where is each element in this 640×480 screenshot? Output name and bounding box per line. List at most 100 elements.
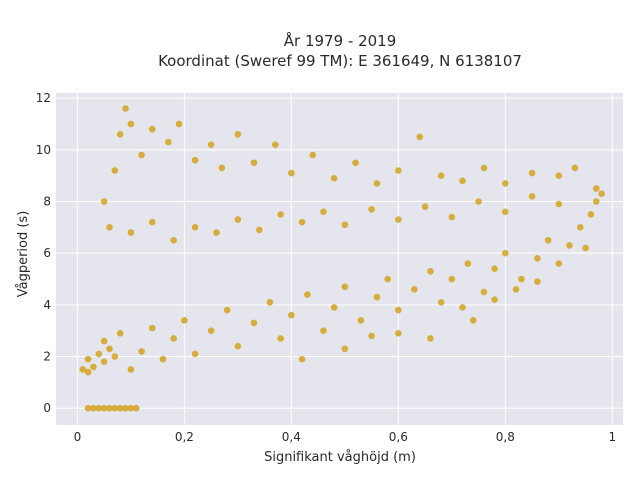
- data-point: [127, 366, 135, 373]
- data-point: [250, 159, 258, 167]
- data-point: [250, 319, 258, 327]
- data-point: [571, 164, 579, 172]
- y-tick-label: 4: [43, 298, 51, 312]
- data-point: [266, 298, 274, 306]
- data-point: [84, 355, 92, 363]
- data-point: [555, 200, 563, 208]
- data-point: [459, 304, 466, 311]
- data-point: [330, 174, 338, 182]
- data-point: [384, 275, 391, 283]
- data-point: [127, 229, 135, 236]
- data-point: [534, 255, 541, 262]
- data-point: [320, 208, 327, 216]
- data-point: [90, 404, 97, 412]
- data-point: [341, 283, 349, 291]
- data-point: [502, 180, 509, 187]
- data-point: [213, 229, 220, 236]
- data-point: [528, 169, 536, 177]
- y-tick-label: 8: [43, 195, 51, 209]
- data-point: [191, 156, 199, 164]
- data-point: [491, 265, 498, 272]
- data-point: [207, 327, 215, 334]
- y-tick-label: 6: [43, 246, 51, 260]
- y-tick-label: 2: [43, 350, 51, 364]
- data-point: [480, 164, 488, 172]
- plot-area: [56, 93, 623, 425]
- data-point: [175, 120, 183, 128]
- data-point: [341, 221, 349, 229]
- data-point: [373, 180, 381, 187]
- data-point: [148, 218, 156, 226]
- x-axis-ticks: 0 0,2 0,4 0,6 0,8 1: [74, 430, 617, 444]
- data-point: [127, 404, 135, 412]
- data-point: [100, 337, 108, 345]
- x-tick-label: 0,4: [282, 430, 301, 444]
- data-point: [234, 342, 242, 350]
- data-point: [448, 275, 456, 283]
- chart-title-line1: År 1979 - 2019: [284, 31, 397, 50]
- data-point: [598, 190, 605, 198]
- y-axis-label: Vågperiod (s): [16, 211, 31, 298]
- data-point: [411, 286, 418, 293]
- data-point: [132, 404, 140, 412]
- data-point: [111, 404, 119, 412]
- data-point: [469, 317, 477, 324]
- data-point: [106, 404, 113, 412]
- data-point: [512, 286, 520, 293]
- data-point: [234, 216, 242, 223]
- data-point: [90, 363, 97, 371]
- data-point: [165, 138, 172, 146]
- data-point: [277, 211, 284, 218]
- data-points: [79, 105, 605, 412]
- data-point: [148, 324, 156, 332]
- chart-title-line2: Koordinat (Sweref 99 TM): E 361649, N 61…: [158, 52, 522, 70]
- data-point: [218, 164, 226, 172]
- data-point: [320, 327, 327, 334]
- data-point: [416, 133, 424, 141]
- grid-lines: [56, 93, 623, 425]
- data-point: [111, 167, 119, 174]
- data-point: [330, 304, 338, 311]
- data-point: [255, 226, 263, 234]
- data-point: [534, 278, 541, 285]
- data-point: [518, 275, 525, 283]
- data-point: [122, 404, 129, 412]
- data-point: [592, 198, 600, 205]
- data-point: [191, 224, 199, 231]
- data-point: [298, 218, 306, 226]
- data-point: [309, 151, 317, 159]
- data-point: [277, 335, 284, 342]
- data-point: [122, 105, 129, 112]
- data-point: [234, 131, 242, 138]
- x-tick-label: 0,2: [175, 430, 194, 444]
- data-point: [587, 211, 595, 218]
- data-point: [459, 177, 466, 185]
- data-point: [191, 350, 199, 358]
- data-point: [116, 131, 124, 138]
- data-point: [79, 366, 87, 373]
- data-point: [138, 151, 145, 159]
- data-point: [368, 205, 375, 213]
- x-tick-label: 0: [74, 430, 82, 444]
- data-point: [138, 348, 145, 355]
- data-point: [437, 298, 445, 306]
- data-point: [159, 355, 167, 363]
- data-point: [475, 198, 482, 205]
- data-point: [491, 296, 498, 303]
- data-point: [100, 404, 108, 412]
- data-point: [448, 213, 456, 221]
- data-point: [170, 335, 177, 342]
- data-point: [582, 244, 589, 252]
- data-point: [395, 329, 402, 337]
- data-point: [352, 159, 359, 167]
- data-point: [170, 236, 177, 244]
- data-point: [272, 141, 279, 148]
- data-point: [502, 249, 509, 257]
- data-point: [288, 311, 295, 319]
- data-point: [207, 141, 215, 148]
- data-point: [148, 125, 156, 133]
- x-tick-label: 0,6: [389, 430, 408, 444]
- data-point: [480, 288, 488, 296]
- data-point: [111, 353, 119, 360]
